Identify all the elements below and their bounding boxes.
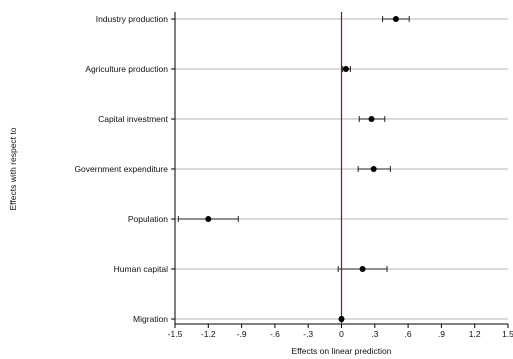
point-estimate [359, 266, 366, 272]
x-tick-label: -.6 [270, 329, 280, 339]
x-axis-title: Effects on linear prediction [291, 346, 391, 356]
x-tick-label: -1.5 [168, 329, 183, 339]
y-tick-label: Capital investment [98, 114, 169, 124]
y-tick-label: Industry production [96, 14, 169, 24]
point-estimate [338, 316, 345, 322]
x-tick-label: -.9 [237, 329, 247, 339]
point-estimate [342, 66, 349, 72]
labels: Industry production Agriculture productio… [74, 14, 513, 339]
x-tick-label: .6 [405, 329, 412, 339]
y-tick-label: Migration [133, 314, 168, 324]
x-tick-label: .3 [371, 329, 378, 339]
point-estimates [205, 16, 399, 322]
x-tick-label: 1.5 [502, 329, 513, 339]
x-tick-label: 0 [339, 329, 344, 339]
y-tick-label: Human capital [114, 264, 168, 274]
x-tick-label: -.3 [303, 329, 313, 339]
point-estimate [392, 16, 399, 22]
x-tick-label: -1.2 [201, 329, 216, 339]
y-axis-title: Effects with respect to [8, 127, 18, 210]
point-estimate [370, 166, 377, 172]
x-tick-label: .9 [438, 329, 445, 339]
axes [171, 12, 509, 328]
y-tick-label: Government expenditure [74, 164, 168, 174]
point-estimate [205, 216, 212, 222]
point-estimate [368, 116, 375, 122]
x-tick-label: 1.2 [469, 329, 481, 339]
y-tick-label: Population [128, 214, 168, 224]
y-tick-label: Agriculture production [85, 64, 168, 74]
